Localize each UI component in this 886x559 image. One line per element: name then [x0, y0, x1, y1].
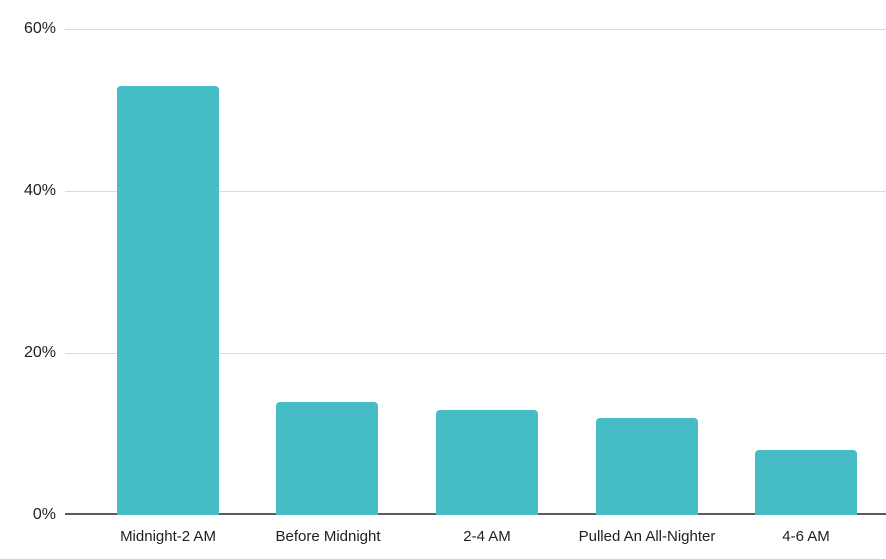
- bar: [436, 410, 538, 515]
- bar: [596, 418, 698, 515]
- x-category-label: 4-6 AM: [782, 528, 830, 545]
- gridline: [65, 191, 886, 192]
- x-category-label: Midnight-2 AM: [120, 528, 216, 545]
- y-tick-label: 40%: [23, 182, 56, 199]
- bar: [755, 450, 857, 515]
- y-tick-label: 0%: [32, 506, 56, 523]
- bar: [276, 402, 378, 515]
- y-tick-label: 60%: [23, 20, 56, 37]
- y-tick-label: 20%: [23, 344, 56, 361]
- x-category-label: Before Midnight: [275, 528, 381, 545]
- gridline: [65, 353, 886, 354]
- bar: [117, 86, 219, 515]
- gridline: [65, 29, 886, 30]
- x-category-label: 2-4 AM: [463, 528, 511, 545]
- x-category-label: Pulled An All-Nighter: [578, 528, 716, 545]
